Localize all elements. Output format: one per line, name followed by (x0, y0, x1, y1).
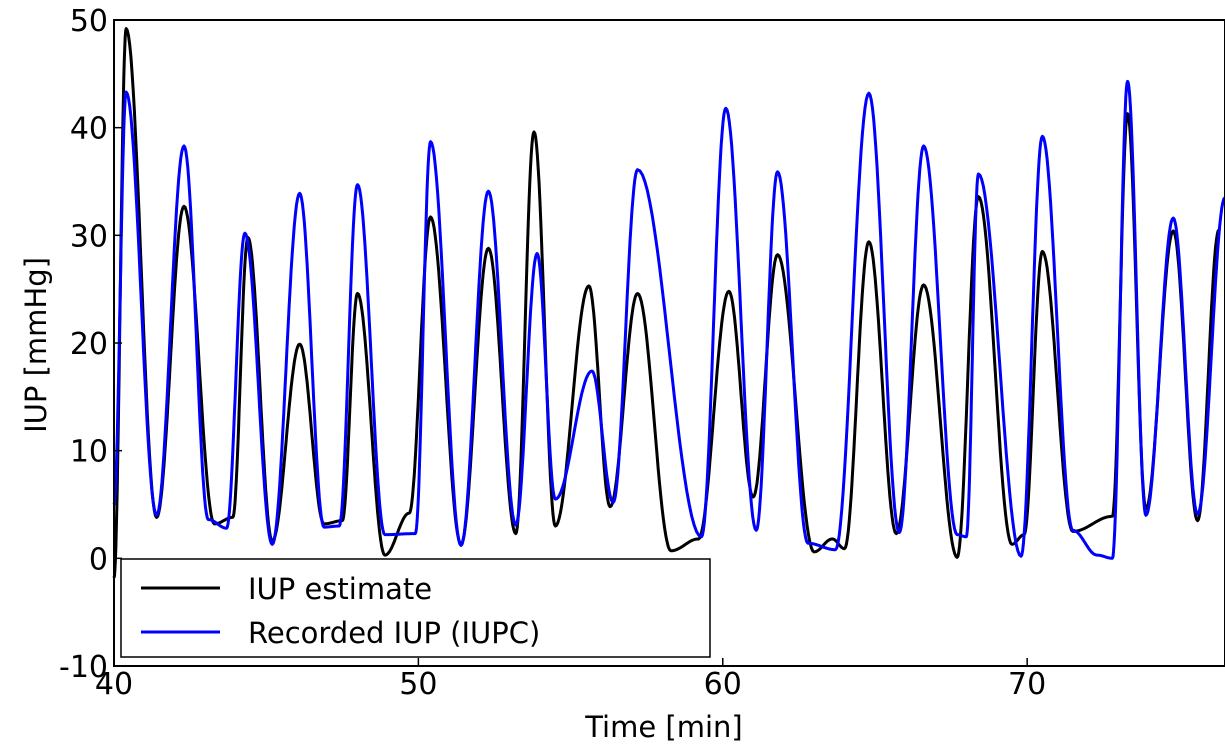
series-line-iup-estimate (112, 27, 1221, 579)
plot-series (112, 27, 1225, 579)
y-tick-label: -10 (59, 650, 108, 685)
x-ticks: 40 50 60 70 (95, 658, 1046, 702)
y-tick-label: 50 (70, 4, 108, 39)
x-axis-title: Time [min] (584, 710, 743, 744)
y-axis-title: IUP [mmHg] (19, 257, 53, 433)
y-tick-label: 40 (70, 112, 108, 147)
legend: IUP estimate Recorded IUP (IUPC) (120, 558, 711, 658)
x-tick-label: 70 (1008, 667, 1046, 702)
x-tick-label: 60 (704, 667, 742, 702)
legend-box (120, 558, 711, 658)
y-tick-label: 10 (70, 435, 108, 470)
y-ticks: -10 0 10 20 30 40 50 (59, 4, 122, 685)
legend-label-recorded-iup: Recorded IUP (IUPC) (248, 616, 540, 650)
x-tick-label: 50 (399, 667, 437, 702)
x-tick-label: 40 (95, 667, 133, 702)
y-tick-label: 20 (70, 327, 108, 362)
series-line-recorded-iup (112, 79, 1225, 560)
y-tick-label: 0 (89, 542, 108, 577)
y-tick-label: 30 (70, 219, 108, 254)
legend-label-iup-estimate: IUP estimate (248, 572, 432, 606)
